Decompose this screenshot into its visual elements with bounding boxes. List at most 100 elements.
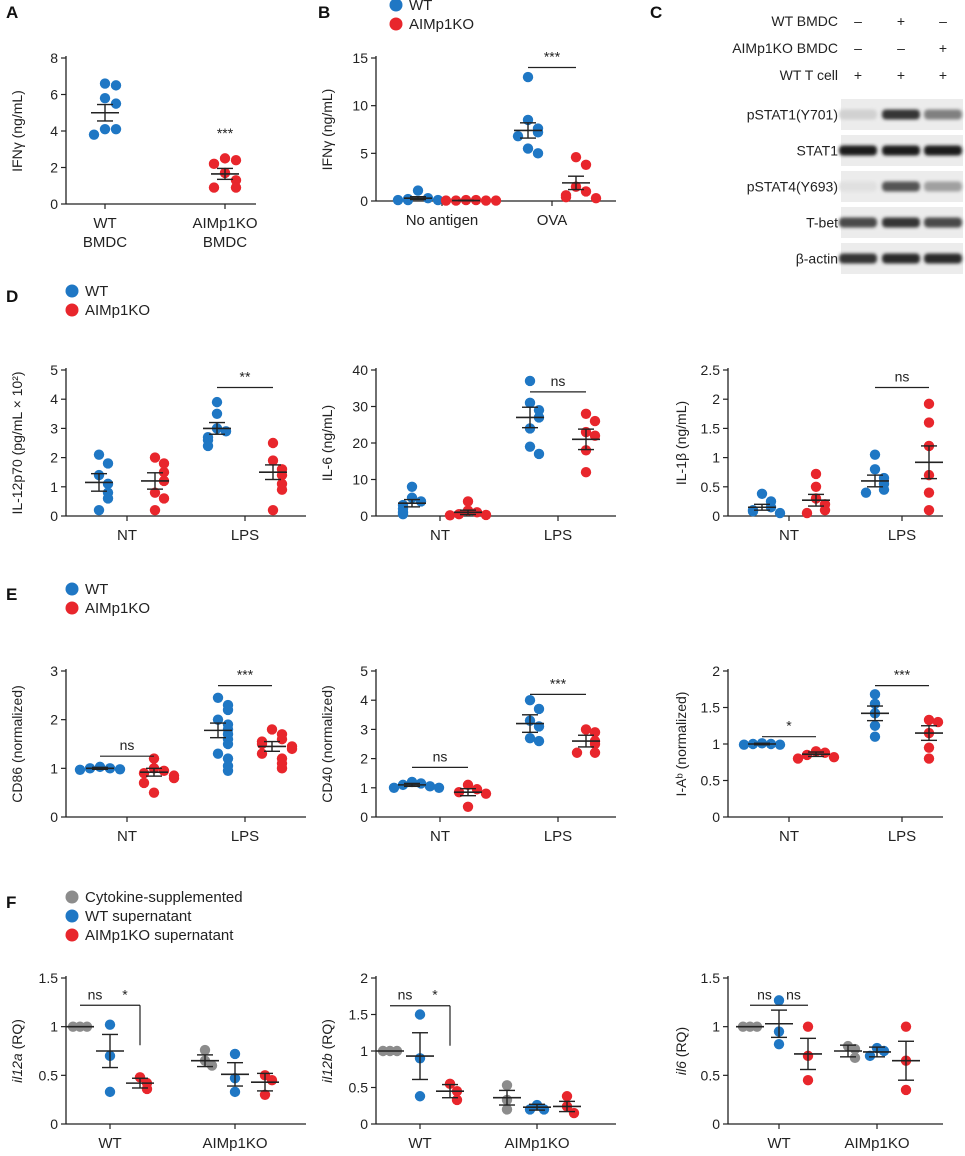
significance-label: ** [240, 369, 251, 385]
legend-label: WT [85, 283, 108, 300]
y-axis-label-gene: il6 [673, 1061, 689, 1075]
y-tick-label: 0 [50, 508, 58, 524]
wb-band-label: pSTAT4(Y693) [747, 179, 838, 195]
significance-label: ns [895, 369, 910, 385]
data-group [388, 776, 445, 793]
wb-band [839, 217, 877, 228]
wb-band [882, 109, 920, 120]
data-point [801, 507, 813, 519]
y-tick-label: 8 [50, 50, 58, 66]
data-point [756, 488, 768, 500]
data-point [480, 509, 492, 521]
wb-condition-mark: + [939, 67, 947, 83]
data-point [141, 1083, 153, 1095]
data-group [560, 151, 602, 204]
data-point [93, 449, 105, 460]
x-category-label: LPS [231, 527, 259, 544]
y-tick-label: 0 [360, 193, 368, 209]
data-point [490, 195, 502, 206]
data-point [524, 397, 536, 409]
chart-d2: 0 10 20 30 40 NT LPS IL-6 (ng/mL) ns [319, 362, 616, 544]
x-category-label: LPS [231, 828, 259, 845]
data-group [392, 185, 444, 206]
data-point [524, 423, 536, 434]
data-point [267, 455, 279, 466]
legend-marker [65, 303, 79, 317]
y-tick-label: 0.5 [701, 479, 721, 495]
data-point [211, 408, 223, 419]
y-tick-label: 1 [50, 760, 58, 776]
data-point [512, 130, 524, 142]
data-point [212, 714, 224, 725]
data-point [747, 506, 759, 517]
x-category-label: NT [430, 828, 450, 845]
data-point [229, 1086, 241, 1098]
data-point [148, 787, 160, 798]
data-point [158, 467, 170, 478]
wb-condition-label: WT BMDC [771, 13, 838, 29]
data-point [202, 440, 214, 452]
panel-label-a: A [6, 3, 18, 22]
data-group [204, 692, 234, 776]
data-point [149, 504, 161, 516]
data-group [453, 779, 492, 812]
data-point [849, 1052, 861, 1064]
data-point [222, 765, 234, 776]
legend-marker [65, 928, 79, 942]
chart-f1: 0 0.5 1 1.5 WT AIMp1KO il12a (RQ) ns * [9, 970, 306, 1152]
data-point [256, 738, 268, 750]
data-point [533, 448, 545, 460]
y-tick-label: 3 [50, 663, 58, 679]
data-point [580, 445, 592, 456]
y-tick-label: 0 [712, 508, 720, 524]
y-axis-label: il12a (RQ) [9, 1019, 25, 1083]
western-blot: WT BMDC – + –AIMp1KO BMDC – – +WT T cell + + +pST… [732, 13, 963, 274]
data-point [533, 735, 545, 747]
data-point [424, 781, 436, 792]
data-group [516, 375, 545, 460]
significance-label: *** [544, 49, 561, 65]
y-tick-label: 2 [50, 450, 58, 466]
y-tick-label: 2 [360, 970, 368, 986]
wb-band [839, 181, 877, 192]
data-group [516, 695, 545, 747]
data-group [191, 1044, 219, 1071]
significance-label: *** [894, 667, 911, 683]
data-point [266, 724, 278, 735]
data-point [864, 1050, 876, 1062]
legend-label: AIMp1KO supernatant [85, 927, 234, 944]
data-point [149, 487, 161, 498]
data-point [580, 186, 592, 197]
y-tick-label: 0 [50, 1116, 58, 1132]
wb-band [839, 109, 877, 120]
data-point [104, 1086, 116, 1098]
x-category-label: NT [779, 828, 799, 845]
data-point [462, 779, 474, 791]
y-tick-label: 1 [360, 1043, 368, 1059]
wb-band [924, 253, 962, 264]
data-point [208, 182, 220, 193]
data-point [148, 753, 160, 764]
y-axis-label: il6 (RQ) [673, 1027, 689, 1075]
data-point [580, 408, 592, 419]
y-tick-label: 6 [50, 87, 58, 103]
data-point [802, 1021, 814, 1032]
data-group [74, 761, 126, 775]
legend-marker [389, 0, 403, 12]
x-category-label: NT [117, 828, 137, 845]
data-point [415, 496, 427, 507]
y-tick-label: 3 [360, 721, 368, 737]
wb-band [882, 217, 920, 228]
data-point [532, 148, 544, 159]
legend-label: WT [85, 581, 108, 598]
y-tick-label: 2 [50, 712, 58, 728]
chart-d3: 0 0.5 1 1.5 2 2.5 NT LPS IL-1β (ng/mL) ns [673, 362, 943, 544]
y-tick-label: 0.5 [39, 1067, 59, 1083]
data-point [158, 765, 170, 776]
wb-band [924, 181, 962, 192]
legend-marker [65, 601, 79, 615]
x-category-label: WT [98, 1135, 121, 1152]
data-point [900, 1021, 912, 1032]
data-point [276, 733, 288, 745]
